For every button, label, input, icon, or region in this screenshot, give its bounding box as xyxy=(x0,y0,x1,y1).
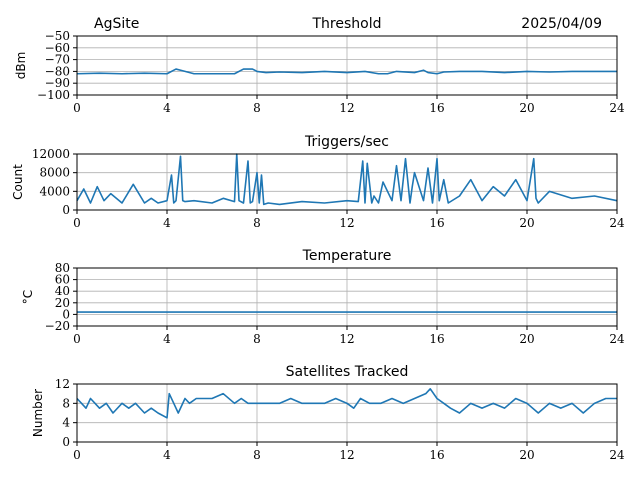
x-tick-label: 24 xyxy=(609,101,625,115)
x-tick-label: 4 xyxy=(163,332,171,346)
x-tick-label: 12 xyxy=(339,101,354,115)
y-tick-label: −90 xyxy=(45,76,70,90)
x-tick-label: 8 xyxy=(253,448,261,462)
series-line xyxy=(76,68,617,75)
y-tick-label: 12000 xyxy=(32,147,70,161)
chart-title: Triggers/sec xyxy=(304,134,389,150)
y-tick-label: −20 xyxy=(45,319,70,333)
x-tick-label: 24 xyxy=(609,448,625,462)
y-tick-label: 0 xyxy=(62,203,70,217)
y-tick-label: 4 xyxy=(62,416,70,430)
x-tick-label: 12 xyxy=(339,216,354,230)
x-tick-label: 20 xyxy=(519,216,534,230)
chart-panel-4: 0 4 8 12 16 20 24 0 4 8 12 Satellites Tracked Number xyxy=(31,364,625,462)
y-tick-label: 20 xyxy=(55,296,70,310)
x-tick-label: 0 xyxy=(73,332,81,346)
y-tick-label: −70 xyxy=(45,53,70,67)
chart-title: Threshold xyxy=(312,16,382,32)
y-axis-label: Number xyxy=(31,389,45,437)
x-tick-label: 8 xyxy=(253,216,261,230)
x-tick-label: 16 xyxy=(429,101,444,115)
x-tick-label: 0 xyxy=(73,448,81,462)
chart-title: Temperature xyxy=(302,248,392,264)
x-tick-label: 12 xyxy=(339,448,354,462)
x-tick-label: 12 xyxy=(339,332,354,346)
y-axis-label: Count xyxy=(11,164,25,200)
y-tick-label: 12 xyxy=(55,377,70,391)
y-axis-label: °C xyxy=(21,290,35,304)
y-tick-label: 0 xyxy=(62,435,70,449)
x-tick-label: 8 xyxy=(253,332,261,346)
series-line xyxy=(76,388,617,419)
y-tick-label: 8 xyxy=(62,396,70,410)
x-tick-label: 4 xyxy=(163,101,171,115)
y-tick-label: −60 xyxy=(45,41,70,55)
x-tick-label: 4 xyxy=(163,216,171,230)
x-tick-label: 4 xyxy=(163,448,171,462)
x-tick-label: 0 xyxy=(73,216,81,230)
x-tick-label: 16 xyxy=(429,216,444,230)
y-tick-label: −100 xyxy=(37,88,70,102)
y-tick-label: −50 xyxy=(45,29,70,43)
x-tick-label: 0 xyxy=(73,101,81,115)
date-label: 2025/04/09 xyxy=(521,16,602,32)
x-tick-label: 8 xyxy=(253,101,261,115)
series-line xyxy=(76,153,618,206)
y-tick-label: 40 xyxy=(55,284,70,298)
chart-panel-2: 0 4 8 12 16 20 24 0 4000 8000 12000 Triggers/sec Cou… xyxy=(11,134,625,230)
x-tick-label: 24 xyxy=(609,216,625,230)
y-tick-label: 4000 xyxy=(39,184,70,198)
y-tick-label: −80 xyxy=(45,64,70,78)
y-tick-label: 0 xyxy=(62,307,70,321)
x-tick-label: 20 xyxy=(519,101,534,115)
x-tick-label: 16 xyxy=(429,332,444,346)
chart-panels: 0 4 8 12 16 20 24 −100−90−80−70−60−50 Threshold d… xyxy=(11,16,625,462)
x-tick-label: 16 xyxy=(429,448,444,462)
y-axis-label: dBm xyxy=(14,52,28,80)
x-tick-label: 20 xyxy=(519,332,534,346)
y-tick-label: 8000 xyxy=(39,166,70,180)
x-tick-label: 24 xyxy=(609,332,625,346)
chart-title: Satellites Tracked xyxy=(286,364,409,380)
y-tick-label: 60 xyxy=(55,273,70,287)
chart-panel-1: 0 4 8 12 16 20 24 −100−90−80−70−60−50 Threshold d… xyxy=(14,16,625,115)
x-tick-label: 20 xyxy=(519,448,534,462)
site-name: AgSite xyxy=(94,16,139,32)
y-tick-label: 80 xyxy=(55,261,70,275)
